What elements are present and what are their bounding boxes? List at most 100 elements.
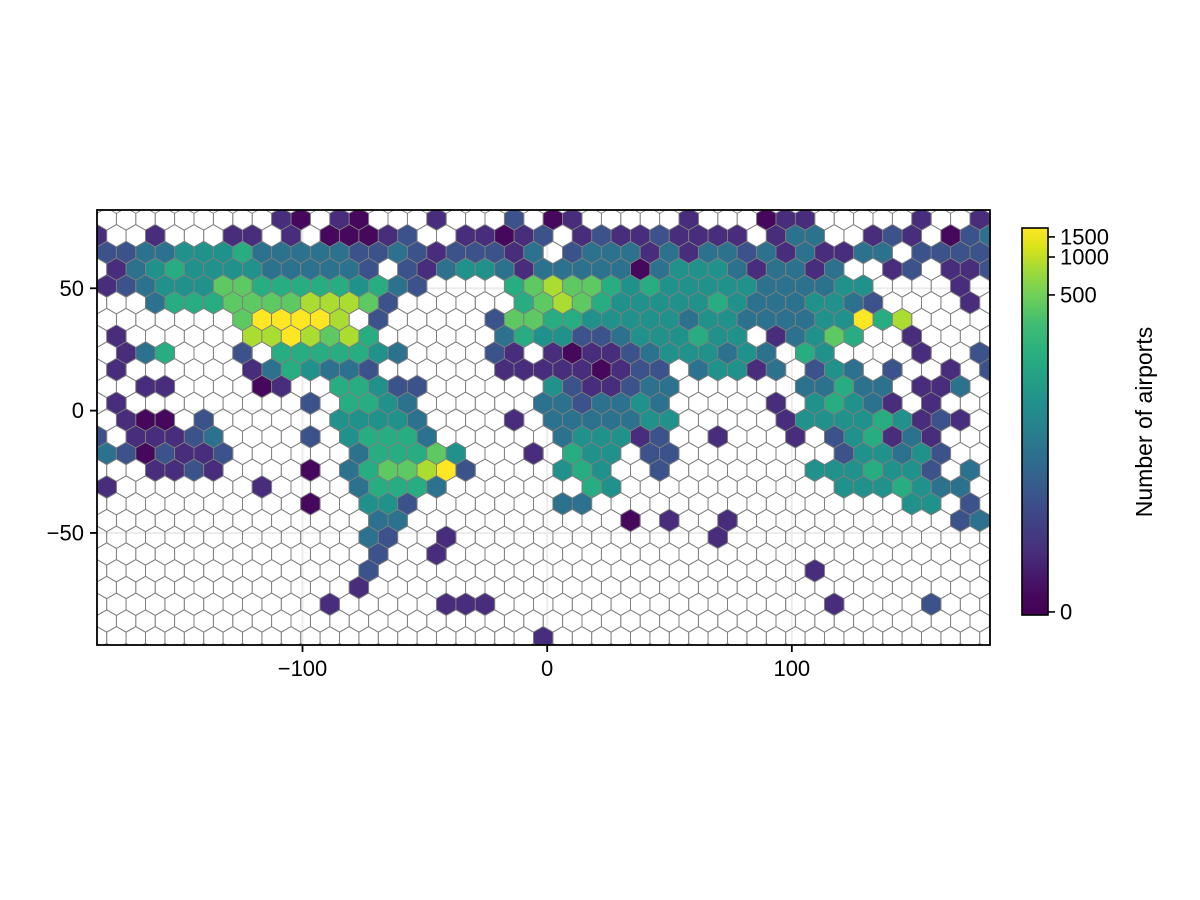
hex-cell-empty (513, 592, 534, 617)
hex-cell-empty (988, 212, 990, 226)
hex-cell-empty (251, 542, 273, 566)
hex-cell-empty (717, 475, 738, 499)
hex-cell-empty (251, 575, 273, 600)
hex-cell-empty (756, 609, 777, 633)
hex-cell-empty (212, 341, 234, 365)
hex-cell-empty (106, 558, 127, 583)
hex-cell-empty (523, 475, 544, 499)
hex-cell-empty (445, 341, 467, 365)
hex-cell-empty (494, 525, 515, 550)
hex-cell-empty (183, 357, 205, 382)
hex-cell (387, 341, 408, 365)
hex-cell-empty (882, 558, 903, 583)
colorbar-tick-label: 1000 (1060, 245, 1109, 270)
hex-cell-empty (406, 307, 428, 332)
hex-cell (523, 441, 544, 466)
hex-cell-empty (678, 508, 699, 533)
hex-cell (988, 246, 990, 259)
hex-cell-empty (882, 592, 903, 617)
hex-cell-empty (959, 592, 981, 617)
hex-cell-empty (727, 592, 748, 617)
hex-cell-empty (455, 290, 476, 315)
hex-cell-empty (474, 525, 496, 550)
hex-cell-empty (445, 307, 467, 332)
hex-cell-empty (853, 508, 874, 533)
hex-cell-empty (707, 592, 728, 617)
hex-cell-empty (416, 592, 437, 617)
hex-cell-empty (261, 424, 282, 449)
hex-cell (474, 592, 496, 617)
hex-cell-empty (630, 592, 651, 617)
hex-cell-empty (901, 592, 922, 617)
hex-cell-empty (678, 609, 699, 633)
hex-cell-empty (329, 508, 350, 533)
hex-cell-empty (746, 491, 767, 516)
hex-cell-empty (280, 558, 302, 583)
hex-cell-empty (115, 508, 137, 533)
hex-cell-empty (261, 592, 282, 617)
hex-cell-empty (736, 408, 758, 432)
hex-cell-empty (164, 558, 185, 583)
hex-cell-empty (436, 357, 457, 382)
hex-cell-empty (271, 408, 292, 432)
hex-cell-empty (697, 575, 719, 600)
hex-cell-empty (426, 307, 447, 332)
hex-cell-empty (474, 424, 496, 449)
hex-cell-empty (97, 609, 117, 633)
hex-cell-empty (746, 458, 767, 483)
hex-cell-empty (465, 542, 486, 566)
colorbar-tick-label: 500 (1060, 282, 1097, 307)
hex-cell-empty (756, 508, 777, 533)
hex-cell-empty (290, 542, 311, 566)
hex-cell-empty (678, 575, 699, 600)
hex-cell-empty (387, 575, 408, 600)
hex-cell-empty (785, 558, 806, 583)
hex-cell-empty (484, 441, 505, 466)
hex-cell-empty (552, 558, 573, 583)
hex-cell-empty (232, 408, 253, 432)
hex-cell-empty (533, 592, 554, 617)
hex-cell (154, 341, 176, 365)
hex-cell-empty (348, 609, 370, 633)
hex-cell-empty (212, 374, 234, 399)
hex-cell-empty (193, 374, 214, 399)
hex-cell-empty (319, 491, 340, 516)
hex-cell-empty (736, 575, 758, 600)
hex-cell (552, 491, 573, 516)
hex-cell-empty (484, 508, 505, 533)
hex-cell-empty (649, 558, 670, 583)
hex-cell-empty (251, 609, 273, 633)
hex-cell-empty (115, 575, 137, 600)
hex-cell-empty (465, 341, 486, 365)
hex-cell-empty (639, 575, 661, 600)
hex-cell-empty (484, 542, 505, 566)
hex-cell-empty (853, 575, 874, 600)
hex-cell-empty (251, 508, 273, 533)
hex-cell-empty (300, 592, 321, 617)
hex-cell-empty (717, 609, 738, 633)
hex-cell-empty (979, 625, 990, 645)
hex-cell-empty (620, 475, 641, 499)
hex-cell-empty (154, 542, 176, 566)
hex-cell-empty (533, 525, 554, 550)
hex-cell-empty (988, 313, 990, 326)
hex-cell-empty (125, 491, 146, 516)
hex-cell-empty (106, 592, 127, 617)
y-tick-label: 0 (72, 398, 84, 423)
hex-cell-empty (542, 575, 564, 600)
hex-cell-empty (154, 508, 176, 533)
hex-cell (300, 491, 321, 516)
hex-cell-empty (921, 525, 942, 550)
hex-cell-empty (678, 441, 699, 466)
hex-cell-empty (736, 441, 758, 466)
hex-cell-empty (426, 341, 447, 365)
hex-cell (154, 374, 176, 399)
hex-cell-empty (368, 609, 389, 633)
hex-cell-empty (280, 525, 302, 550)
hex-cell-empty (339, 525, 360, 550)
hex-cell-empty (552, 592, 573, 617)
hex-cell-empty (115, 210, 137, 231)
hex-cell-empty (242, 525, 263, 550)
